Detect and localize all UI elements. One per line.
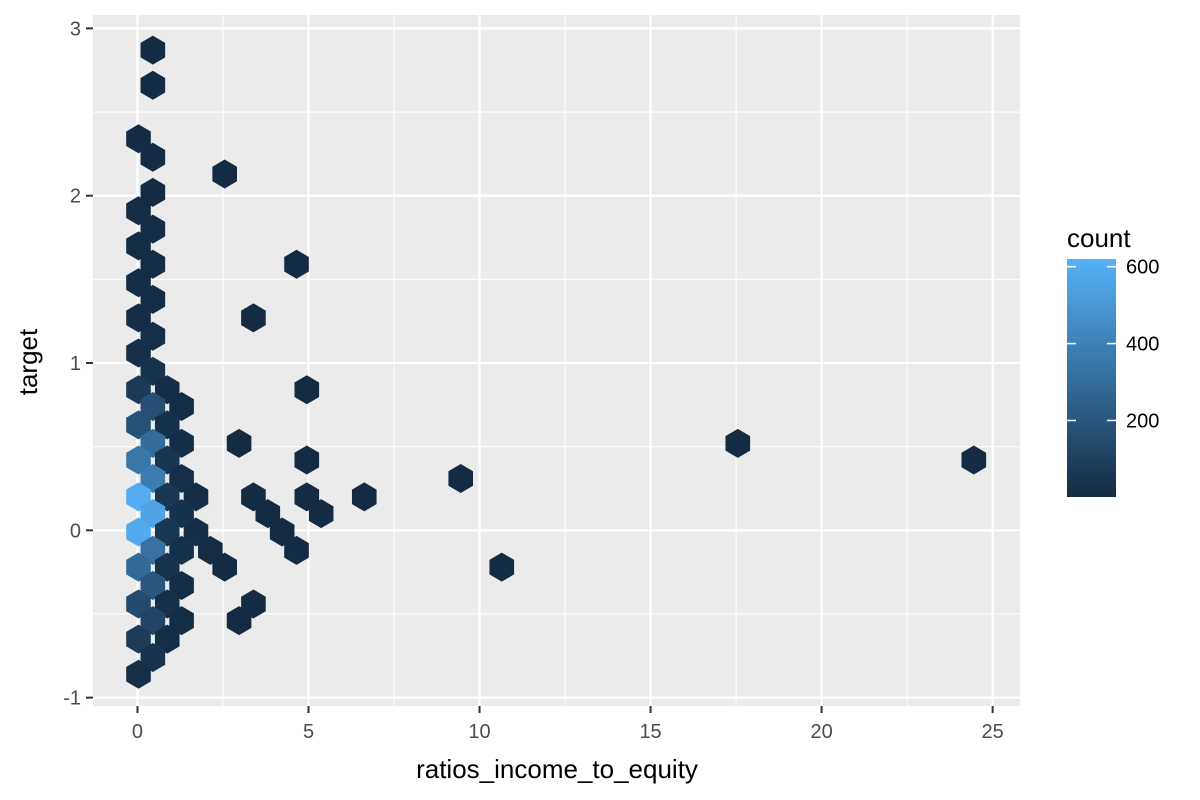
x-axis: 0 5 10 15 20 25 xyxy=(132,706,1004,743)
hex-bin xyxy=(154,445,180,475)
plot-panel xyxy=(93,15,1020,706)
hex-bin xyxy=(126,624,151,654)
legend-ticks: 200 400 600 xyxy=(1067,257,1159,432)
hex-bin xyxy=(284,249,309,279)
hex-bin xyxy=(126,124,151,154)
hex-bin xyxy=(126,659,151,689)
y-tick-label: -1 xyxy=(63,688,81,710)
hex-bin xyxy=(140,499,166,529)
hex-bin xyxy=(183,517,209,547)
hex-bin xyxy=(140,70,166,100)
hex-bin xyxy=(140,571,166,601)
hex-bin xyxy=(154,552,180,582)
legend-label: 400 xyxy=(1126,334,1159,356)
hex-bin xyxy=(212,552,237,582)
legend-label: 600 xyxy=(1126,257,1159,279)
hex-bin xyxy=(448,463,474,493)
hex-bin xyxy=(140,284,166,314)
hex-bin xyxy=(284,535,309,565)
hex-bin xyxy=(154,517,180,547)
hex-bin xyxy=(351,482,377,512)
y-tick-label: 1 xyxy=(70,353,81,375)
y-axis-title: target xyxy=(13,328,43,395)
x-axis-title: ratios_income_to_equity xyxy=(416,754,698,784)
hex-bin xyxy=(241,303,266,333)
hex-bin xyxy=(126,445,151,475)
hex-bin xyxy=(169,499,194,529)
hex-bin xyxy=(140,177,166,207)
hex-bin xyxy=(154,624,180,654)
hex-bin xyxy=(269,517,295,547)
y-tick-label: 2 xyxy=(70,186,81,208)
color-legend: count 200 400 600 xyxy=(1067,223,1159,497)
hex-bin xyxy=(126,338,151,368)
hex-bin xyxy=(126,196,151,226)
legend-title: count xyxy=(1067,223,1131,253)
hex-bin xyxy=(294,375,320,405)
hex-bin xyxy=(126,303,151,333)
hex-bin xyxy=(226,606,252,636)
hex-bins xyxy=(126,35,987,689)
x-tick-label: 5 xyxy=(303,721,314,743)
hex-bin xyxy=(169,463,194,493)
hex-bin xyxy=(126,231,151,261)
hex-bin xyxy=(154,410,180,440)
hex-bin xyxy=(308,499,334,529)
x-tick-label: 0 xyxy=(132,721,143,743)
hex-bin xyxy=(961,445,987,475)
legend-colorbar xyxy=(1067,259,1116,497)
x-tick-label: 10 xyxy=(468,721,490,743)
hex-bin xyxy=(140,249,166,279)
hex-bin xyxy=(126,410,151,440)
hex-bin xyxy=(725,428,751,458)
hex-bin xyxy=(126,517,151,547)
hex-bin xyxy=(140,142,166,172)
hex-bin xyxy=(212,159,237,189)
hex-bin xyxy=(169,571,194,601)
y-tick-label: 0 xyxy=(70,520,81,542)
hex-bin xyxy=(140,606,166,636)
hex-bin xyxy=(226,428,252,458)
x-tick-label: 15 xyxy=(639,721,661,743)
major-gridlines xyxy=(93,15,1020,706)
hex-bin xyxy=(294,445,320,475)
x-tick-label: 20 xyxy=(810,721,832,743)
hex-bin xyxy=(255,499,281,529)
hex-bin xyxy=(140,463,166,493)
x-tick-label: 25 xyxy=(982,721,1004,743)
hex-bin xyxy=(140,35,166,65)
hex-bin xyxy=(126,552,151,582)
hex-bin xyxy=(140,356,166,386)
legend-label: 200 xyxy=(1126,410,1159,432)
hex-bin xyxy=(489,552,515,582)
y-tick-label: 3 xyxy=(70,18,81,40)
hex-bin xyxy=(140,392,166,422)
y-axis: -1 0 1 2 3 xyxy=(63,18,93,710)
hex-bin xyxy=(169,606,194,636)
hex-bin xyxy=(169,392,194,422)
